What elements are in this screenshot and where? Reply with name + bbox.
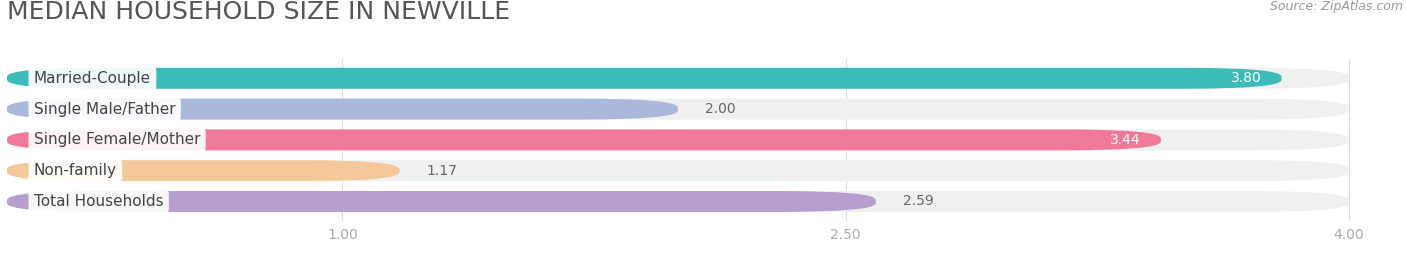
Text: 3.44: 3.44 [1111,133,1140,147]
Text: MEDIAN HOUSEHOLD SIZE IN NEWVILLE: MEDIAN HOUSEHOLD SIZE IN NEWVILLE [7,0,510,24]
FancyBboxPatch shape [7,129,1161,150]
Text: Total Households: Total Households [34,194,163,209]
FancyBboxPatch shape [7,160,1348,181]
FancyBboxPatch shape [7,99,1348,119]
FancyBboxPatch shape [7,191,1348,212]
Text: 2.59: 2.59 [903,194,934,208]
FancyBboxPatch shape [7,99,678,119]
Text: Married-Couple: Married-Couple [34,71,150,86]
FancyBboxPatch shape [7,160,399,181]
Text: Single Male/Father: Single Male/Father [34,102,176,116]
Text: 2.00: 2.00 [704,102,735,116]
Text: Non-family: Non-family [34,163,117,178]
FancyBboxPatch shape [7,191,876,212]
FancyBboxPatch shape [7,68,1282,89]
FancyBboxPatch shape [7,129,1348,150]
Text: Single Female/Mother: Single Female/Mother [34,132,201,147]
Text: Source: ZipAtlas.com: Source: ZipAtlas.com [1270,0,1403,13]
Text: 3.80: 3.80 [1230,71,1261,85]
FancyBboxPatch shape [7,68,1348,89]
Text: 1.17: 1.17 [426,164,457,178]
